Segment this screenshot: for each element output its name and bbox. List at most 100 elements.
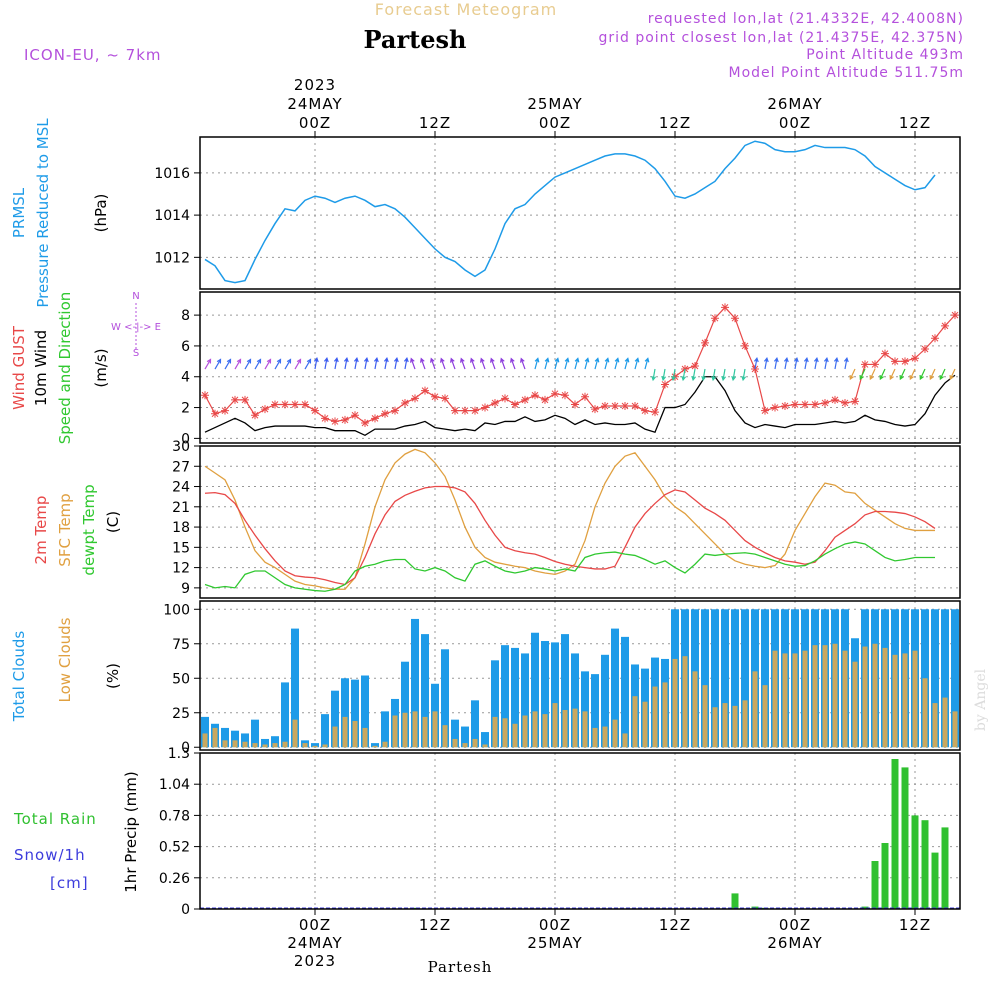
low-cloud-bar-58 [782,653,788,748]
gust-marker-73 [931,334,939,343]
panel-precip: 0 0.26 0.52 0.78 1.04 1.3 Total Rain Snow/1h [cm… [13,746,961,918]
gust-marker-10 [301,400,309,409]
low-cloud-bar-39 [592,727,598,748]
total-cloud-bar-15 [351,679,359,748]
gust-marker-70 [901,357,909,366]
ytick-label-precip-5: 1.3 [168,746,190,762]
wind-arrow-30 [500,357,506,370]
ylabel-total-rain: Total Rain [13,810,97,828]
gust-marker-8 [281,400,289,409]
total-cloud-bar-31 [511,647,519,748]
gust-marker-37 [571,400,579,409]
ytick-label-pressure-0: 1012 [154,250,190,266]
low-cloud-bar-35 [552,703,558,748]
total-cloud-bar-20 [401,661,409,748]
total-cloud-bar-39 [591,674,599,748]
prmsl-line [204,140,936,284]
gust-marker-57 [771,403,779,412]
rain-bar-73 [931,852,939,909]
ytick-label-pressure-1: 1014 [154,208,190,224]
rain-bar-71 [911,815,919,909]
gust-marker-54 [741,341,749,350]
low-cloud-bar-43 [632,696,638,748]
ylabel-precip-mm: 1hr Precip (mm) [122,771,140,892]
total-cloud-bar-25 [451,719,459,748]
gust-marker-41 [611,402,619,411]
ytick-label-pressure-2: 1016 [154,166,190,182]
gust-marker-34 [541,395,549,404]
total-cloud-bar-5 [251,719,259,748]
gust-marker-72 [921,345,929,354]
wind-arrow-61 [813,356,819,370]
gust-marker-7 [271,400,279,409]
gust-marker-62 [821,398,829,407]
low-cloud-bar-67 [872,643,878,748]
ylabel-cm: [cm] [50,874,89,892]
total-cloud-bar-27 [471,700,479,748]
ytick-label-clouds-2: 50 [172,671,190,687]
gust-marker-21 [411,394,419,403]
gust-marker-11 [311,406,319,415]
ylabel-speed-direction: Speed and Direction [56,292,74,445]
low-cloud-bar-50 [702,685,708,748]
total-cloud-bar-12 [321,714,329,748]
low-cloud-bar-36 [562,709,568,748]
ylabel-low-clouds: Low Clouds [56,617,74,702]
wind-arrow-46 [661,368,667,382]
low-cloud-bar-51 [712,707,718,748]
gust-marker-44 [641,406,649,415]
wind-arrow-8 [284,358,292,370]
low-cloud-bar-65 [852,661,858,748]
gust-marker-42 [621,402,629,411]
gust-marker-30 [501,394,509,403]
wind-arrow-57 [773,356,779,370]
wind-arrow-5 [254,358,262,370]
total-cloud-bar-7 [271,736,279,748]
gust-marker-15 [351,411,359,420]
compass-north: N [132,291,139,302]
wind-arrow-59 [793,356,799,370]
gust-marker-45 [651,408,659,417]
wind-arrow-28 [480,357,486,370]
low-cloud-bar-16 [362,727,368,748]
gust-marker-75 [951,311,959,320]
ylabel-celsius: (C) [104,511,122,533]
gust-marker-65 [851,397,859,406]
gust-marker-59 [791,400,799,409]
ytick-label-precip-1: 0.26 [159,871,190,887]
wind-arrow-45 [651,368,657,382]
low-cloud-bar-75 [952,711,958,748]
wind-arrow-74 [939,368,946,381]
total-cloud-bar-0 [201,716,209,748]
gust-marker-68 [881,349,889,358]
ytick-label-wind-4: 8 [181,308,190,324]
credit-watermark: by Angel [973,668,989,731]
gust-marker-20 [401,398,409,407]
rain-bar-72 [921,820,929,909]
low-cloud-bar-6 [262,744,268,748]
requested-coords: requested lon,lat (21.4332E, 42.4008N) [648,11,964,27]
wind-gust-line [204,306,956,424]
location-title: Partesh [364,25,467,54]
gust-marker-66 [861,360,869,369]
gust-marker-52 [721,303,729,312]
wind-arrow-60 [803,356,809,370]
gust-marker-46 [661,380,669,389]
wind-arrow-39 [594,357,600,370]
rain-bar-66 [861,906,869,909]
gust-marker-26 [461,406,469,415]
bottom-time-label-5-0: 12Z [899,916,931,934]
low-cloud-bar-28 [482,744,488,748]
gust-marker-9 [291,400,299,409]
gust-marker-63 [831,395,839,404]
ylabel-dewpt-temp: dewpt Temp [80,484,98,575]
wind-arrow-50 [701,368,707,382]
low-cloud-bar-48 [682,656,688,748]
low-cloud-bar-72 [922,678,928,748]
total-cloud-bar-36 [561,634,569,748]
temp-line-2 [204,541,935,592]
gust-marker-25 [451,406,459,415]
wind-arrow-7 [274,358,282,370]
low-cloud-bar-9 [292,719,298,748]
